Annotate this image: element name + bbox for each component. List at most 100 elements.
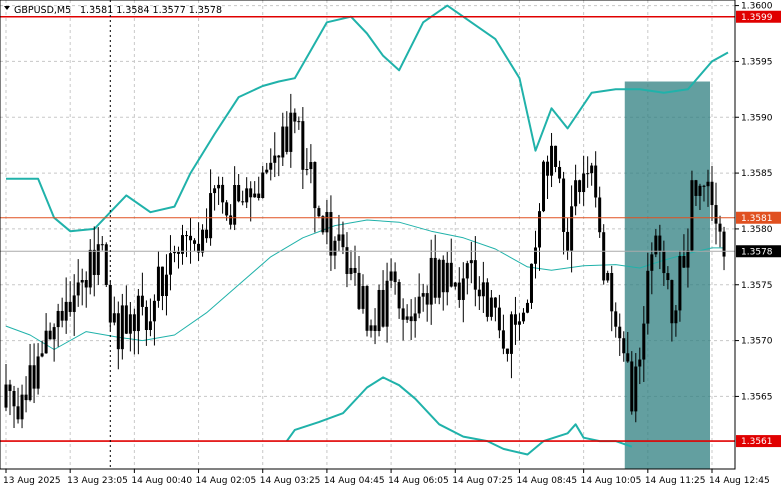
candle-body — [509, 314, 513, 354]
candle-body — [193, 240, 197, 244]
candle-body — [40, 353, 44, 357]
candle-body — [209, 193, 213, 239]
candle-body — [72, 295, 76, 312]
candle-body — [213, 188, 217, 194]
price-tick-label: 1.3565 — [741, 392, 773, 402]
candle-body — [80, 280, 84, 283]
candle-body — [305, 169, 309, 171]
symbol-timeframe-label: GBPUSD,M5 — [14, 5, 71, 16]
candle-body — [345, 247, 349, 274]
candle-body — [76, 282, 80, 296]
candle-body — [618, 326, 622, 339]
candle-body — [241, 201, 245, 203]
candle-body — [136, 295, 140, 332]
candle-body — [8, 384, 12, 391]
candle-body — [185, 235, 189, 237]
candle-body — [397, 282, 401, 309]
candle-body — [245, 188, 249, 203]
candle-body — [201, 229, 205, 253]
candle-body — [405, 316, 409, 320]
candle-body — [197, 243, 201, 253]
candle-body — [156, 266, 160, 301]
candle-body — [630, 361, 634, 412]
candle-body — [425, 293, 429, 305]
price-tick-label: 1.3595 — [741, 57, 773, 67]
candle-body — [124, 305, 128, 334]
candle-body — [674, 310, 678, 324]
candle-body — [489, 297, 493, 317]
candle-body — [513, 314, 517, 325]
candle-body — [317, 208, 321, 217]
price-levels — [0, 15, 735, 442]
candle-body — [164, 274, 168, 297]
candle-body — [501, 330, 505, 349]
candle-body — [461, 278, 465, 300]
time-tick-label: 14 Aug 06:05 — [388, 476, 449, 486]
candle-body — [84, 280, 88, 288]
candle-body — [682, 256, 686, 268]
candle-body — [377, 289, 381, 332]
bollinger-lower-band — [285, 376, 633, 456]
candle-body — [626, 353, 630, 362]
candle-body — [654, 235, 658, 255]
candle-body — [233, 184, 237, 225]
candle-body — [249, 188, 253, 198]
candle-body — [301, 121, 305, 170]
candle-body — [273, 155, 277, 163]
candle-body — [722, 231, 726, 257]
candle-body — [409, 316, 413, 322]
candle-body — [329, 212, 333, 256]
candle-body — [189, 235, 193, 241]
candle-body — [321, 216, 325, 233]
candle-body — [237, 184, 241, 202]
price-tick-label: 1.3585 — [741, 169, 773, 179]
candle-body — [325, 212, 329, 233]
candle-body — [437, 259, 441, 298]
candle-body — [285, 126, 289, 152]
price-tags: 1.3599 1.3581 1.3561 1.3578 — [736, 10, 781, 448]
candle-body — [12, 390, 16, 407]
candle-body — [558, 166, 562, 179]
candle-body — [445, 262, 449, 293]
candle-body — [289, 112, 293, 152]
plot-frame — [0, 0, 736, 470]
candle-body — [108, 284, 112, 323]
time-tick-label: 14 Aug 04:45 — [324, 476, 385, 486]
candle-body — [353, 267, 357, 273]
candle-body — [658, 235, 662, 251]
candle-body — [369, 325, 373, 331]
candle-body — [481, 282, 485, 297]
dropdown-triangle-icon[interactable] — [4, 6, 10, 10]
candle-body — [229, 215, 233, 225]
candle-body — [497, 307, 501, 331]
price-level-tag — [736, 10, 781, 23]
candle-body — [269, 162, 273, 170]
candle-body — [650, 254, 654, 271]
candle-body — [706, 181, 710, 187]
time-tick-label: 14 Aug 03:25 — [260, 476, 321, 486]
time-tick-label: 14 Aug 08:45 — [516, 476, 577, 486]
candle-body — [554, 145, 558, 167]
candle-body — [32, 365, 36, 389]
time-tick-label: 14 Aug 02:05 — [196, 476, 257, 486]
candle-body — [590, 165, 594, 174]
candle-body — [550, 145, 554, 176]
candle-body — [100, 244, 104, 246]
candle-body — [449, 262, 453, 287]
candle-body — [104, 244, 108, 285]
candle-body — [622, 338, 626, 354]
candle-body — [710, 181, 714, 206]
candle-body — [546, 161, 550, 176]
current-price-tag — [736, 245, 781, 258]
candle-body — [421, 293, 425, 297]
candle-body — [96, 244, 100, 275]
candle-body — [594, 165, 598, 198]
candle-body — [88, 249, 92, 288]
candle-body — [413, 313, 417, 322]
candle-body — [606, 272, 610, 281]
candle-body — [469, 260, 473, 264]
candle-body — [666, 273, 670, 281]
candle-body — [517, 321, 521, 325]
candle-body — [465, 263, 469, 279]
